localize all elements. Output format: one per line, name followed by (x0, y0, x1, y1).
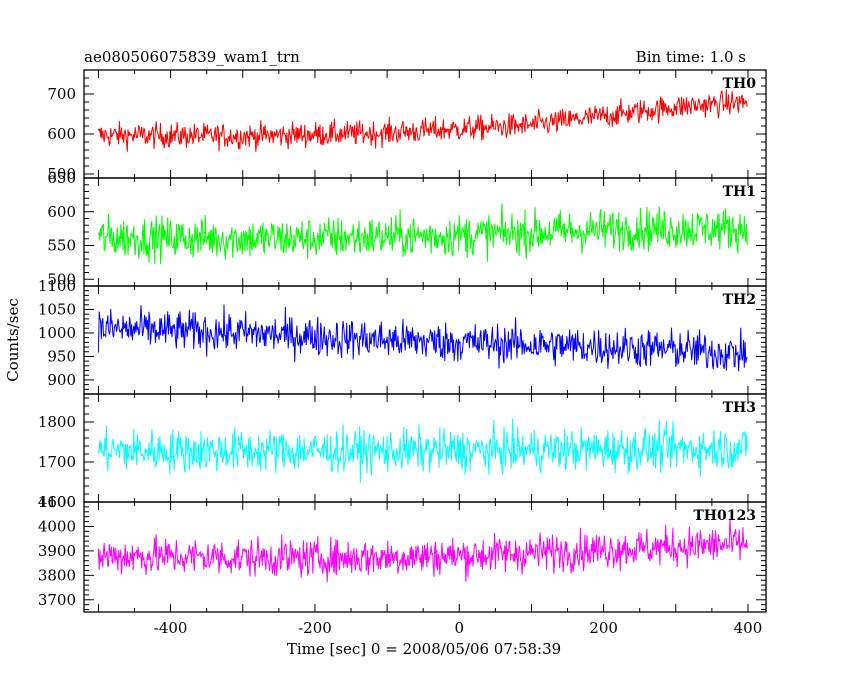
y-tick-label: 1600 (38, 493, 76, 511)
x-tick-label: -400 (154, 619, 188, 637)
y-tick-label: 550 (47, 237, 76, 255)
series-name-label: TH3 (723, 400, 756, 416)
x-tick-label: 200 (589, 619, 618, 637)
y-tick-label: 950 (47, 347, 76, 365)
y-tick-label: 1000 (38, 324, 76, 342)
panels-group: 500 600 700 TH0 500 550 600 650 TH1 900 950 1000 105… (38, 69, 767, 613)
x-tick-label: 400 (734, 619, 763, 637)
panel-th2: 900 950 1000 1050 1100 TH2 (38, 277, 767, 395)
panel-frame (83, 393, 767, 503)
x-tick-label: 0 (455, 619, 465, 637)
x-tick-label: -200 (298, 619, 332, 637)
y-tick-label: 600 (47, 125, 76, 143)
y-tick-label: 4100 (38, 493, 76, 511)
chart-title-right: Bin time: 1.0 s (636, 48, 746, 66)
panel-th1: 500 550 600 650 TH1 (47, 169, 767, 288)
series-name-label: TH0 (723, 76, 757, 92)
chart-title-left: ae080506075839_wam1_trn (84, 48, 300, 66)
panel-th3: 1600 1700 1800 TH3 (38, 393, 767, 511)
series-name-label: TH1 (723, 184, 756, 200)
y-tick-label: 1100 (38, 277, 76, 295)
y-tick-label: 4000 (38, 517, 76, 535)
series-name-label: TH2 (723, 292, 756, 308)
y-tick-label: 3800 (38, 566, 76, 584)
x-axis: -400 -200 0 200 400 (154, 619, 763, 637)
panel-frame (83, 501, 767, 613)
y-tick-label: 1050 (38, 300, 76, 318)
y-tick-label: 650 (47, 169, 76, 187)
y-tick-label: 600 (47, 203, 76, 221)
y-axis-label: Counts/sec (4, 298, 22, 382)
y-tick-label: 500 (47, 165, 76, 183)
y-tick-label: 700 (47, 85, 76, 103)
panel-th0123: 3700 3800 3900 4000 4100 TH0123 (38, 493, 767, 613)
series-line-th1 (97, 203, 748, 265)
y-tick-label: 3900 (38, 542, 76, 560)
y-tick-label: 3700 (38, 591, 76, 609)
series-line-th2 (97, 304, 748, 372)
series-line-th0 (97, 89, 748, 152)
series-name-label: TH0123 (693, 508, 756, 524)
y-tick-label: 500 (47, 270, 76, 288)
y-tick-label: 900 (47, 371, 76, 389)
series-line-th3 (97, 418, 748, 483)
panel-th0: 500 600 700 TH0 (47, 69, 767, 183)
y-tick-label: 1800 (38, 413, 76, 431)
y-tick-label: 1700 (38, 453, 76, 471)
series-line-th0123 (97, 518, 748, 583)
x-axis-label: Time [sec] 0 = 2008/05/06 07:58:39 (287, 640, 561, 658)
